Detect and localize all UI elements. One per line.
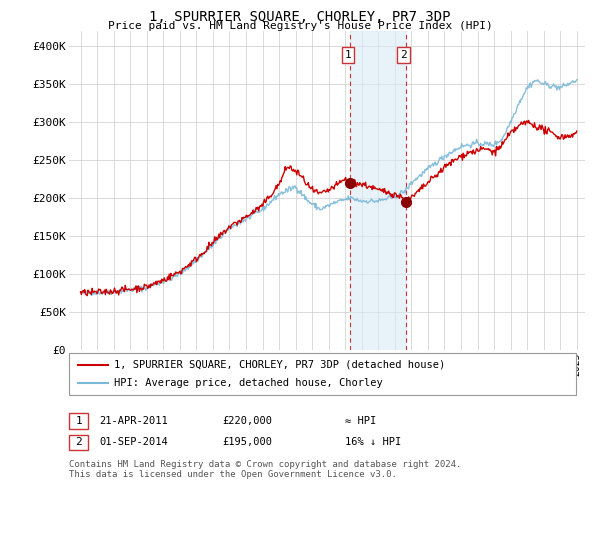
Text: 16% ↓ HPI: 16% ↓ HPI <box>345 437 401 447</box>
Text: £220,000: £220,000 <box>222 416 272 426</box>
Text: 1: 1 <box>344 50 351 60</box>
Text: 1, SPURRIER SQUARE, CHORLEY, PR7 3DP: 1, SPURRIER SQUARE, CHORLEY, PR7 3DP <box>149 10 451 24</box>
Text: Contains HM Land Registry data © Crown copyright and database right 2024.: Contains HM Land Registry data © Crown c… <box>69 460 461 469</box>
Text: Price paid vs. HM Land Registry's House Price Index (HPI): Price paid vs. HM Land Registry's House … <box>107 21 493 31</box>
Text: This data is licensed under the Open Government Licence v3.0.: This data is licensed under the Open Gov… <box>69 470 397 479</box>
Text: 1: 1 <box>75 416 82 426</box>
Text: 2: 2 <box>75 437 82 447</box>
Text: £195,000: £195,000 <box>222 437 272 447</box>
Text: 01-SEP-2014: 01-SEP-2014 <box>99 437 168 447</box>
Text: 2: 2 <box>400 50 407 60</box>
Text: 1, SPURRIER SQUARE, CHORLEY, PR7 3DP (detached house): 1, SPURRIER SQUARE, CHORLEY, PR7 3DP (de… <box>114 360 445 370</box>
Text: HPI: Average price, detached house, Chorley: HPI: Average price, detached house, Chor… <box>114 378 383 388</box>
Bar <box>350 31 406 350</box>
Text: 21-APR-2011: 21-APR-2011 <box>99 416 168 426</box>
Text: ≈ HPI: ≈ HPI <box>345 416 376 426</box>
